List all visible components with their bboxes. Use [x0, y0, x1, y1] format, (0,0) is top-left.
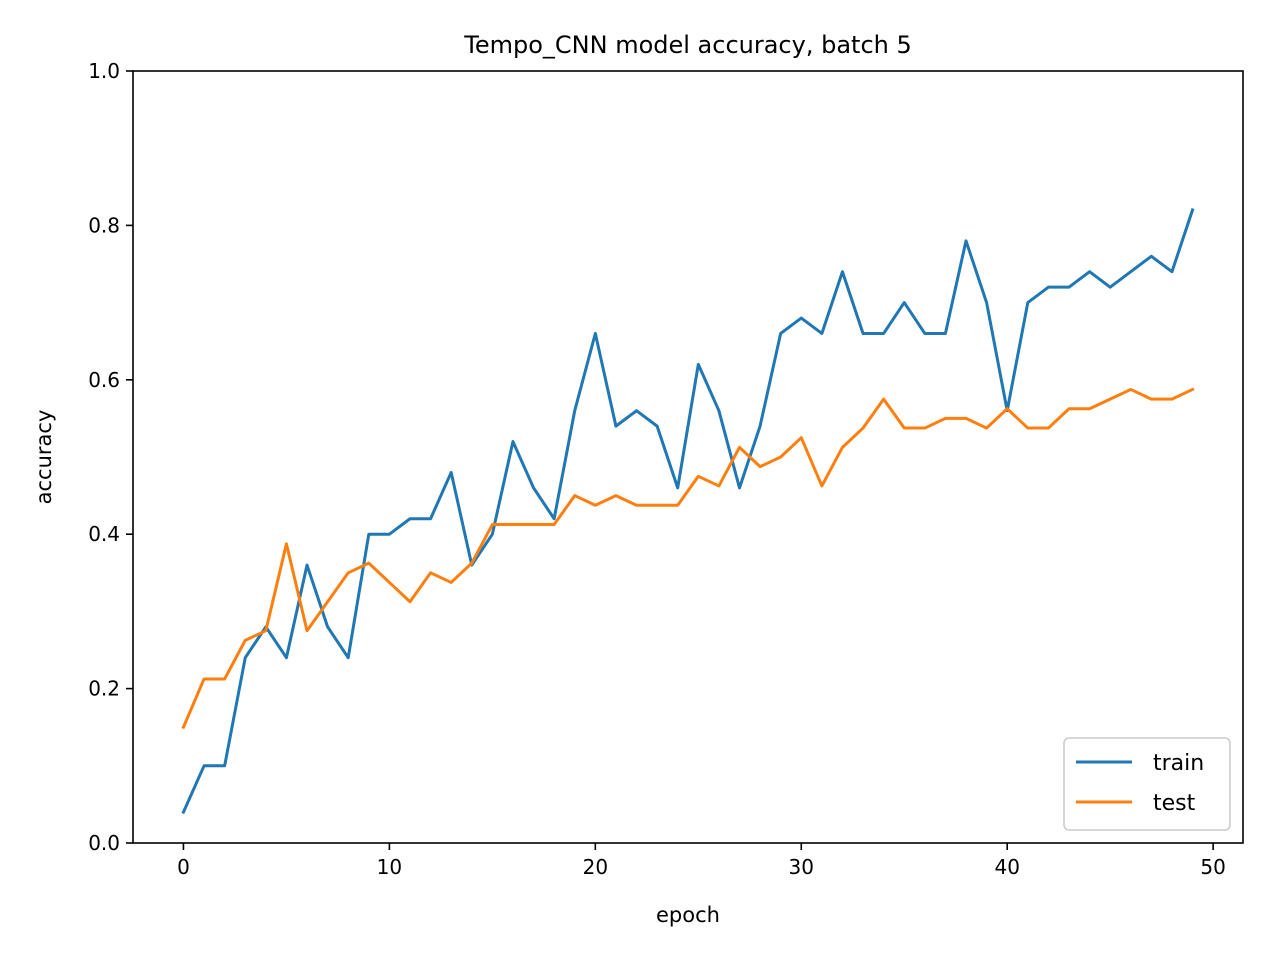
- x-axis: 0 10 20 30 40 50: [177, 843, 1226, 879]
- series-line-train: [181, 208, 1195, 815]
- y-axis: 0.0 0.2 0.4 0.6 0.8 1.0: [88, 59, 133, 855]
- legend-label-train: train: [1153, 751, 1204, 776]
- x-tick-label: 0: [177, 855, 190, 879]
- x-axis-label: epoch: [656, 903, 720, 927]
- legend-box: [1063, 737, 1231, 831]
- series-line-test: [181, 387, 1195, 730]
- series-layer: [181, 208, 1195, 815]
- y-tick-label: 0.0: [88, 831, 120, 855]
- y-tick-label: 0.8: [88, 213, 120, 237]
- legend: train test: [1063, 737, 1231, 831]
- y-tick-label: 0.6: [88, 368, 120, 392]
- chart-title: Tempo_CNN model accuracy, batch 5: [463, 31, 912, 59]
- legend-label-test: test: [1153, 791, 1196, 816]
- y-axis-label: accuracy: [32, 410, 56, 505]
- x-tick-label: 30: [789, 855, 814, 879]
- y-tick-label: 0.4: [88, 522, 120, 546]
- y-tick-label: 1.0: [88, 59, 120, 83]
- x-tick-label: 40: [994, 855, 1019, 879]
- plot-frame: [132, 70, 1244, 844]
- x-tick-label: 50: [1200, 855, 1225, 879]
- x-tick-label: 10: [377, 855, 402, 879]
- y-tick-label: 0.2: [88, 677, 120, 701]
- x-tick-label: 20: [583, 855, 608, 879]
